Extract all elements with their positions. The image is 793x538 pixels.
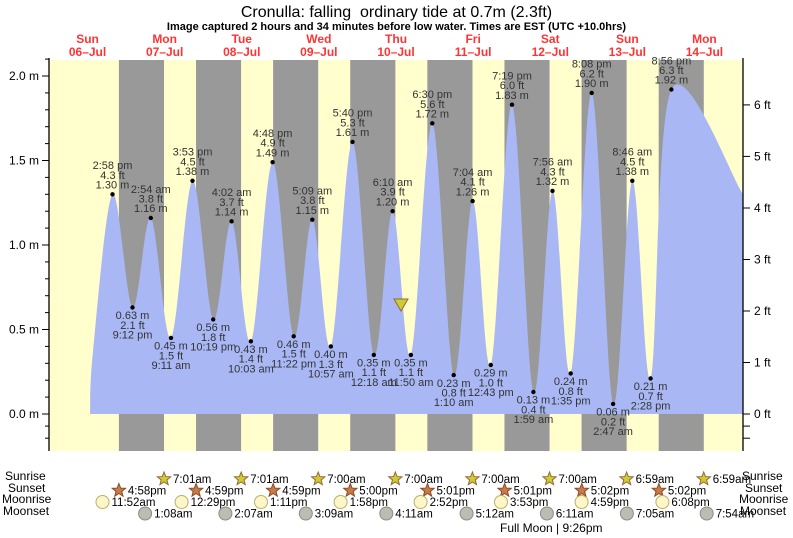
svg-text:1:58pm: 1:58pm bbox=[350, 497, 388, 509]
svg-text:3:09am: 3:09am bbox=[315, 509, 353, 521]
svg-text:6:11am: 6:11am bbox=[556, 509, 594, 521]
svg-text:11:52am: 11:52am bbox=[112, 497, 156, 509]
svg-text:5:00pm: 5:00pm bbox=[359, 486, 397, 498]
svg-text:4:59pm: 4:59pm bbox=[205, 486, 243, 498]
svg-text:5:01pm: 5:01pm bbox=[437, 486, 475, 498]
svg-text:7:00am: 7:00am bbox=[327, 474, 365, 486]
svg-text:5:12am: 5:12am bbox=[476, 509, 514, 521]
svg-text:6:59am: 6:59am bbox=[636, 474, 674, 486]
svg-text:5:02pm: 5:02pm bbox=[591, 486, 629, 498]
svg-text:2:52pm: 2:52pm bbox=[430, 497, 468, 509]
svg-text:7:00am: 7:00am bbox=[404, 474, 442, 486]
svg-text:4:59pm: 4:59pm bbox=[282, 486, 320, 498]
svg-text:12:29pm: 12:29pm bbox=[191, 497, 236, 509]
svg-text:5:02pm: 5:02pm bbox=[668, 486, 706, 498]
svg-text:7:00am: 7:00am bbox=[481, 474, 519, 486]
svg-text:1:08am: 1:08am bbox=[154, 509, 192, 521]
svg-text:4:11am: 4:11am bbox=[395, 509, 433, 521]
svg-text:7:00am: 7:00am bbox=[559, 474, 597, 486]
svg-text:5:01pm: 5:01pm bbox=[514, 486, 552, 498]
svg-text:1:11pm: 1:11pm bbox=[270, 497, 308, 509]
svg-text:4:59pm: 4:59pm bbox=[591, 497, 629, 509]
svg-text:4:58pm: 4:58pm bbox=[128, 486, 166, 498]
svg-text:2:07am: 2:07am bbox=[234, 509, 272, 521]
svg-text:3:53pm: 3:53pm bbox=[510, 497, 548, 509]
svg-text:7:05am: 7:05am bbox=[636, 509, 674, 521]
svg-text:7:01am: 7:01am bbox=[250, 474, 288, 486]
svg-text:7:01am: 7:01am bbox=[173, 474, 211, 486]
